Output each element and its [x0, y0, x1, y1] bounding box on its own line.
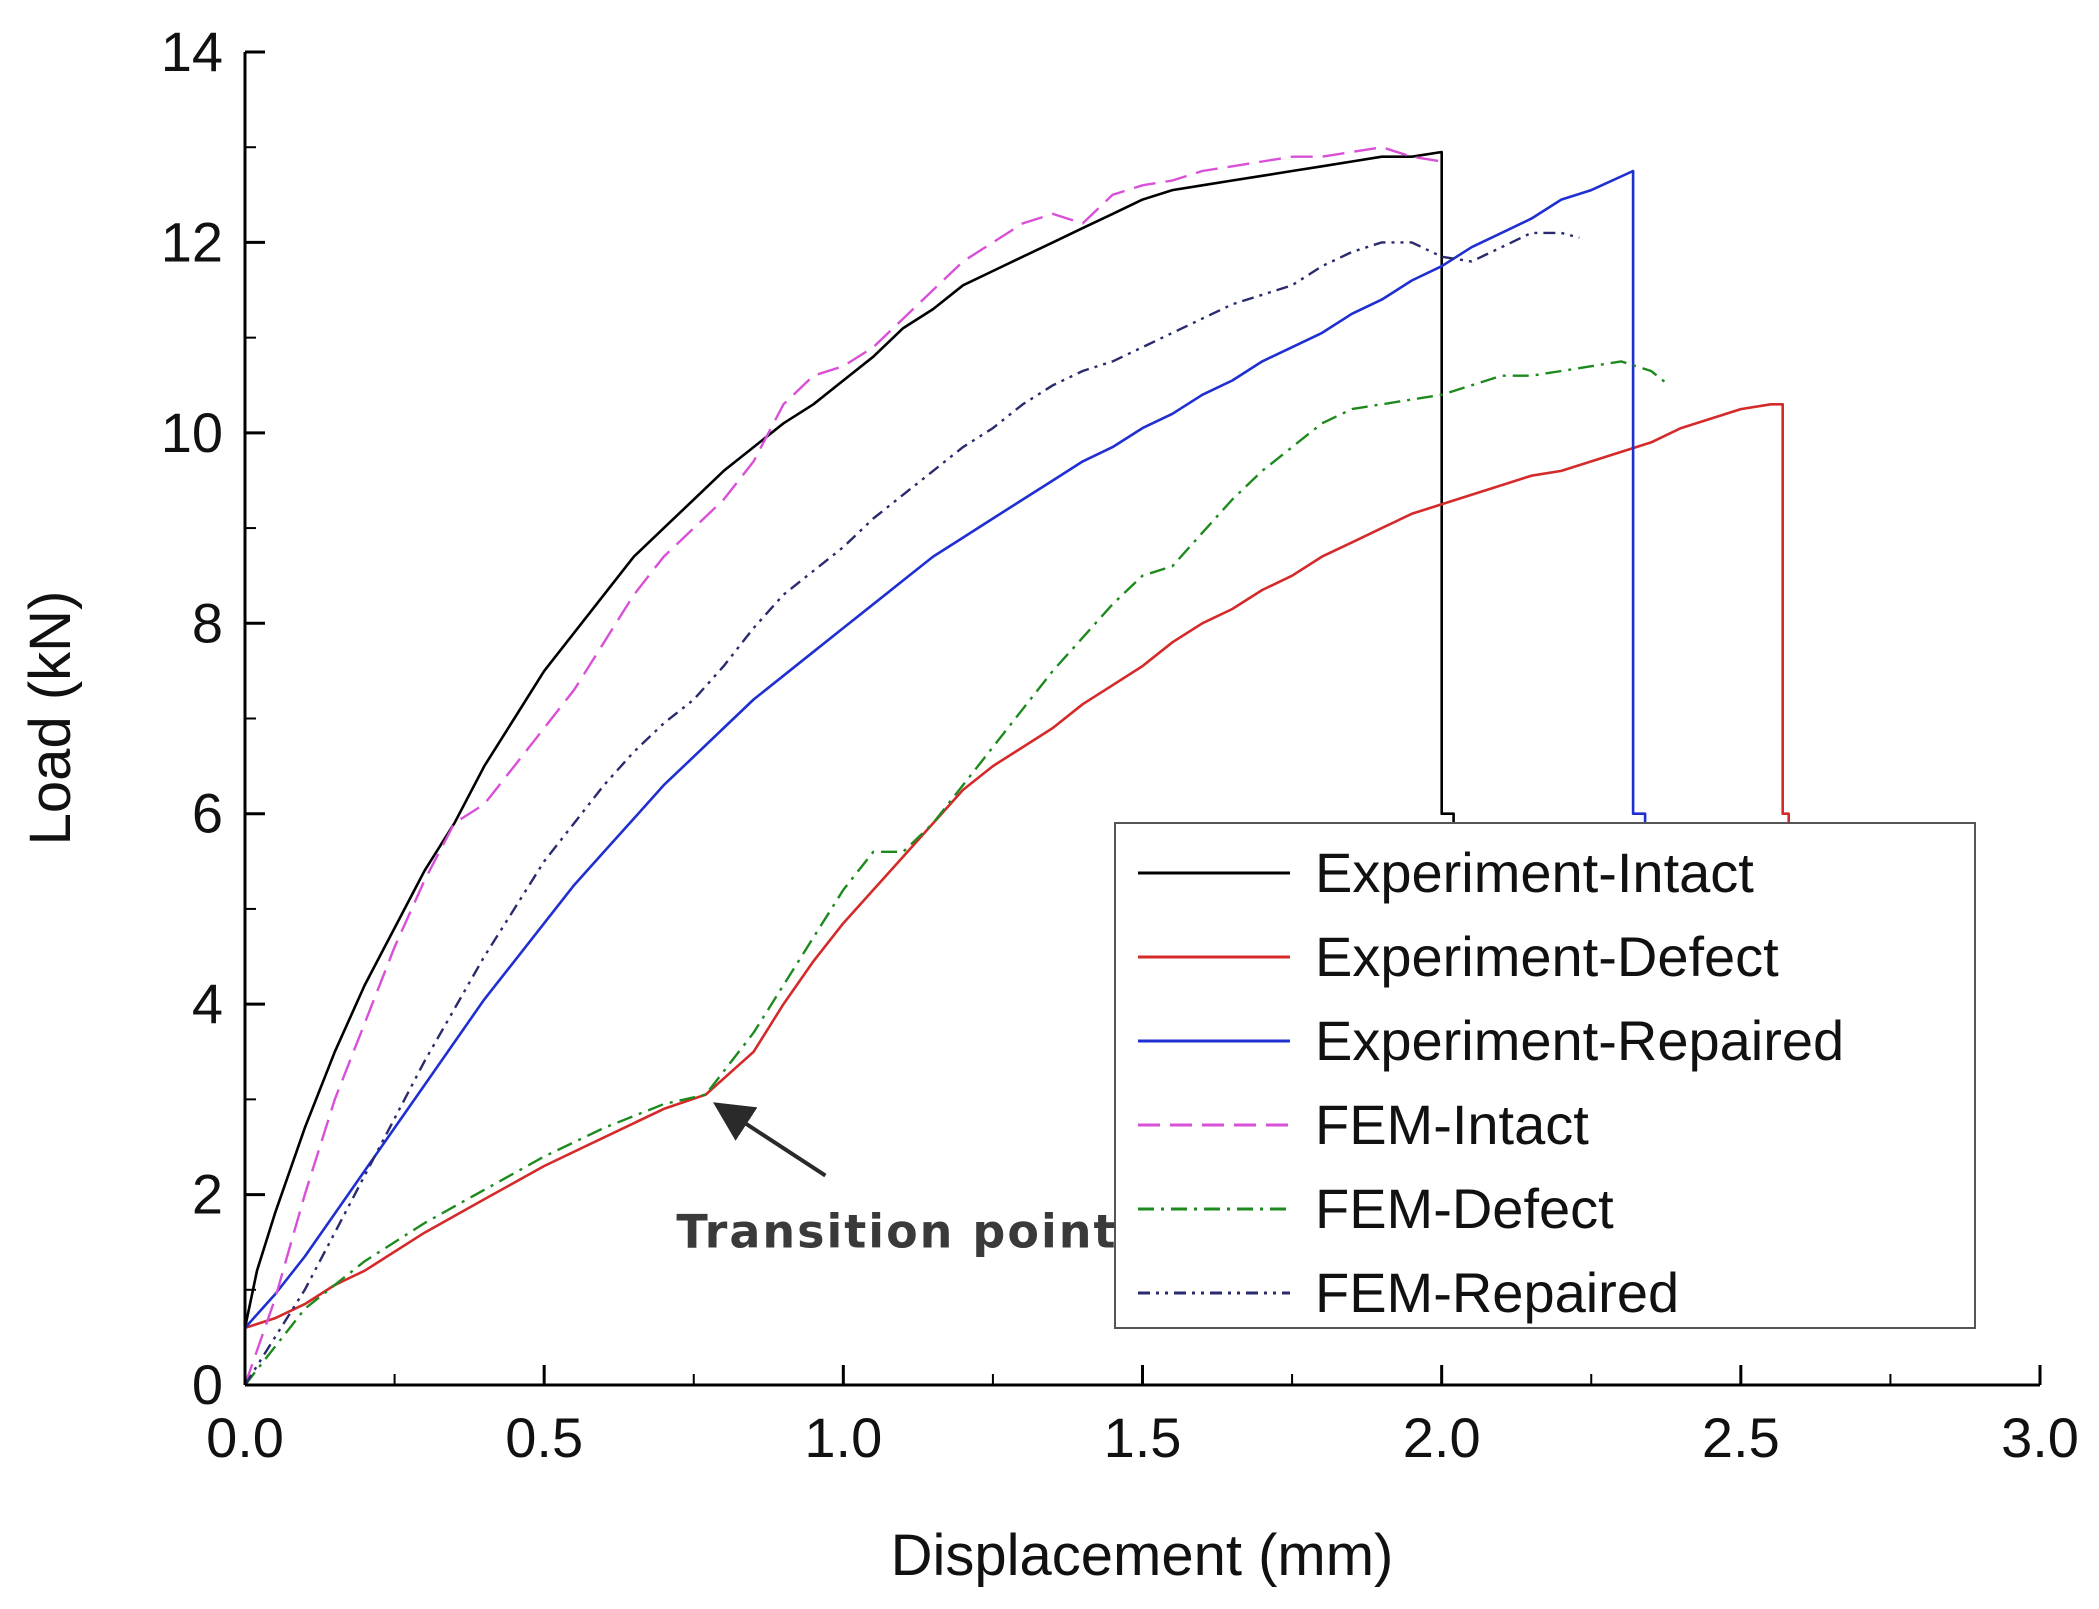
x-axis-title: Displacement (mm): [891, 1523, 1394, 1588]
y-tick-label: 4: [192, 972, 223, 1035]
x-tick-label: 1.5: [1104, 1406, 1182, 1469]
x-tick-label: 0.0: [206, 1406, 284, 1469]
legend-entries: Experiment-Intact Experiment-Defect Experi…: [1138, 841, 1844, 1324]
x-tick-label: 2.5: [1702, 1406, 1780, 1469]
series-line-experiment-repaired: [244, 169, 1647, 1329]
y-tick-label: 8: [192, 591, 223, 654]
x-tick-label: 0.5: [505, 1406, 583, 1469]
y-ticks: 0 2 4 6 8 10 12 14: [161, 20, 265, 1416]
series-line-fem-repaired: [243, 231, 1580, 1386]
legend-label-experiment-repaired: Experiment-Repaired: [1315, 1009, 1844, 1072]
legend-label-fem-repaired: FEM-Repaired: [1315, 1261, 1679, 1324]
y-tick-label: 6: [192, 782, 223, 845]
annotation-arrow: [713, 1102, 827, 1178]
legend-label-experiment-intact: Experiment-Intact: [1315, 841, 1754, 904]
series-line-experiment-intact: [243, 150, 1455, 1329]
y-tick-label: 10: [161, 401, 223, 464]
legend: Experiment-Intact Experiment-Defect Experi…: [1114, 822, 1976, 1329]
x-tick-label: 2.0: [1403, 1406, 1481, 1469]
series-line-experiment-defect: [244, 402, 1790, 1330]
y-tick-label: 14: [161, 20, 223, 83]
y-axis-title: Load (kN): [18, 591, 83, 846]
transition-point-annotation: Transition point: [676, 1102, 1117, 1258]
series-line-fem-defect: [244, 360, 1670, 1386]
x-tick-label: 3.0: [2001, 1406, 2079, 1469]
legend-label-fem-defect: FEM-Defect: [1315, 1177, 1614, 1240]
y-tick-label: 2: [192, 1163, 223, 1226]
annotation-label: Transition point: [676, 1204, 1117, 1258]
x-tick-label: 1.0: [804, 1406, 882, 1469]
legend-box: [1114, 822, 1976, 1329]
plot-series-group: [243, 145, 1790, 1386]
legend-label-fem-intact: FEM-Intact: [1315, 1093, 1589, 1156]
legend-label-experiment-defect: Experiment-Defect: [1315, 925, 1779, 988]
series-line-fem-intact: [243, 145, 1442, 1386]
y-tick-label: 12: [161, 210, 223, 273]
x-ticks: 0.0 0.5 1.0 1.5 2.0 2.5 3.0: [206, 1365, 2079, 1469]
y-tick-label: 0: [192, 1353, 223, 1416]
